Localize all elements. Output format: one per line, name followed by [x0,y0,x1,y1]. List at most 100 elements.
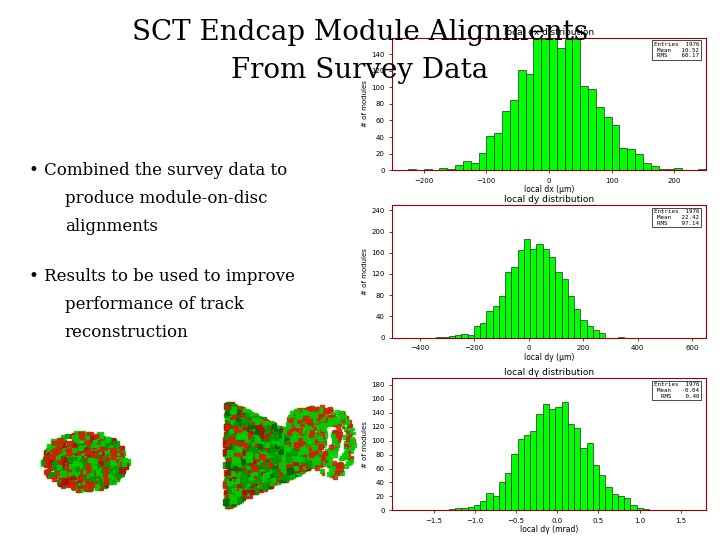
Bar [580,320,587,338]
Bar [455,508,462,510]
Bar [494,133,502,170]
Y-axis label: # of modules: # of modules [362,248,369,295]
Bar [499,296,505,338]
Bar [423,169,431,170]
Bar [624,498,631,510]
Bar [599,476,606,510]
Bar [530,249,536,338]
Bar [487,493,492,510]
Bar [467,335,474,338]
Bar [643,509,649,510]
Text: Entries  1976
Mean   10.52
RMS    60.17: Entries 1976 Mean 10.52 RMS 60.17 [654,42,699,58]
Bar [511,267,518,338]
Bar [555,407,562,510]
Bar [580,86,588,170]
Bar [549,409,555,510]
Text: Entries  1976
Mean   -0.04
RMS    0.40: Entries 1976 Mean -0.04 RMS 0.40 [654,382,699,399]
Text: From Survey Data: From Survey Data [231,57,489,84]
Bar [555,272,562,338]
Bar [651,166,659,170]
Title: local dγ distribution: local dγ distribution [504,368,594,377]
Bar [612,494,618,510]
Bar [536,414,543,510]
Y-axis label: # of modules: # of modules [362,421,369,468]
Bar [606,487,612,510]
Bar [439,167,447,170]
Bar [480,501,487,510]
Bar [588,89,596,170]
Bar [667,169,675,170]
Bar [604,117,612,170]
Bar [462,334,467,338]
Bar [574,428,580,510]
Bar [643,164,651,170]
Bar [596,107,604,170]
Y-axis label: # of modules: # of modules [362,80,369,127]
Title: local dx distribution: local dx distribution [504,28,594,37]
Bar [487,311,492,338]
Bar [505,474,511,510]
Bar [543,404,549,510]
Bar [572,39,580,170]
Bar [543,249,549,338]
Bar [455,335,462,338]
Text: alignments: alignments [65,218,158,235]
Bar [505,272,511,338]
Bar [502,111,510,170]
Bar [631,505,636,510]
Bar [618,496,624,510]
Bar [599,333,606,338]
Bar [619,148,627,170]
Bar [510,100,518,170]
Bar [587,443,593,510]
Bar [557,48,564,170]
X-axis label: local dx (μm): local dx (μm) [524,185,574,194]
Bar [449,509,455,510]
Bar [541,39,549,170]
Bar [455,165,463,170]
Bar [698,169,706,170]
Bar [480,323,487,338]
Bar [474,505,480,510]
Bar [474,326,480,338]
Bar [408,169,416,170]
Bar [612,125,619,170]
Bar [479,153,487,170]
Bar [593,329,599,338]
Text: produce module-on-disc: produce module-on-disc [65,190,267,207]
Bar [562,402,568,510]
Bar [467,507,474,510]
Bar [568,424,574,510]
Bar [471,163,479,170]
Text: performance of track: performance of track [65,296,243,313]
Bar [674,167,682,170]
Bar [549,256,555,338]
Bar [627,148,635,170]
Bar [511,454,518,510]
Bar [499,482,505,510]
X-axis label: local dy (μm): local dy (μm) [524,353,574,361]
Bar [518,249,524,338]
Bar [562,279,568,338]
Bar [549,36,557,170]
Bar [593,465,599,510]
Bar [518,439,524,510]
Bar [530,431,536,510]
Bar [447,169,455,170]
Bar [518,70,526,170]
Bar [449,336,455,338]
Bar [564,39,572,170]
Text: Entries  1976
Mean   22.42
RMS    97.14: Entries 1976 Mean 22.42 RMS 97.14 [654,209,699,226]
Title: local dy distribution: local dy distribution [504,195,594,205]
Text: SCT Endcap Module Alignments: SCT Endcap Module Alignments [132,19,588,46]
Bar [524,239,530,338]
Bar [536,244,543,338]
Text: reconstruction: reconstruction [65,324,189,341]
Bar [492,496,499,510]
X-axis label: local dγ (mrad): local dγ (mrad) [520,525,578,534]
Bar [526,74,534,170]
Bar [534,27,541,170]
Bar [492,306,499,338]
Bar [568,296,574,338]
Text: • Combined the survey data to: • Combined the survey data to [29,162,287,179]
